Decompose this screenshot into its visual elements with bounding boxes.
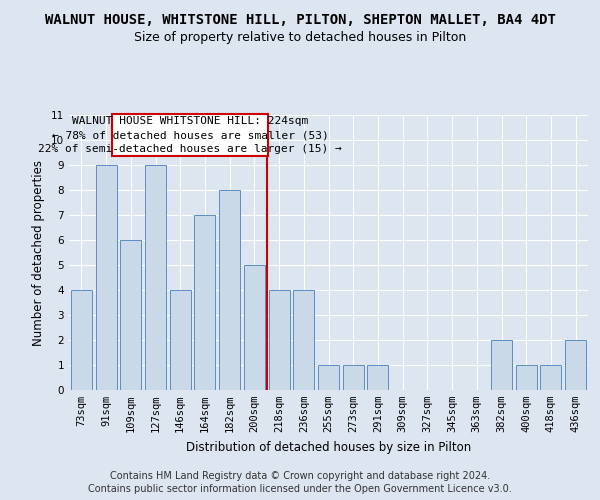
- Bar: [491, 340, 512, 390]
- Text: WALNUT HOUSE, WHITSTONE HILL, PILTON, SHEPTON MALLET, BA4 4DT: WALNUT HOUSE, WHITSTONE HILL, PILTON, SH…: [44, 12, 556, 26]
- Text: WALNUT HOUSE WHITSTONE HILL: 224sqm: WALNUT HOUSE WHITSTONE HILL: 224sqm: [72, 116, 308, 126]
- Text: ← 78% of detached houses are smaller (53): ← 78% of detached houses are smaller (53…: [52, 130, 328, 140]
- Bar: [95, 165, 116, 390]
- Bar: [293, 290, 314, 390]
- Bar: [71, 290, 92, 390]
- Bar: [170, 290, 191, 390]
- X-axis label: Distribution of detached houses by size in Pilton: Distribution of detached houses by size …: [186, 440, 471, 454]
- Bar: [541, 365, 562, 390]
- Bar: [343, 365, 364, 390]
- Bar: [516, 365, 537, 390]
- Bar: [120, 240, 141, 390]
- Bar: [112, 114, 268, 156]
- Text: Contains public sector information licensed under the Open Government Licence v3: Contains public sector information licen…: [88, 484, 512, 494]
- Bar: [318, 365, 339, 390]
- Bar: [269, 290, 290, 390]
- Bar: [194, 215, 215, 390]
- Bar: [219, 190, 240, 390]
- Bar: [244, 265, 265, 390]
- Text: 22% of semi-detached houses are larger (15) →: 22% of semi-detached houses are larger (…: [38, 144, 342, 154]
- Bar: [145, 165, 166, 390]
- Bar: [367, 365, 388, 390]
- Y-axis label: Number of detached properties: Number of detached properties: [32, 160, 46, 346]
- Bar: [565, 340, 586, 390]
- Text: Size of property relative to detached houses in Pilton: Size of property relative to detached ho…: [134, 31, 466, 44]
- Text: Contains HM Land Registry data © Crown copyright and database right 2024.: Contains HM Land Registry data © Crown c…: [110, 471, 490, 481]
